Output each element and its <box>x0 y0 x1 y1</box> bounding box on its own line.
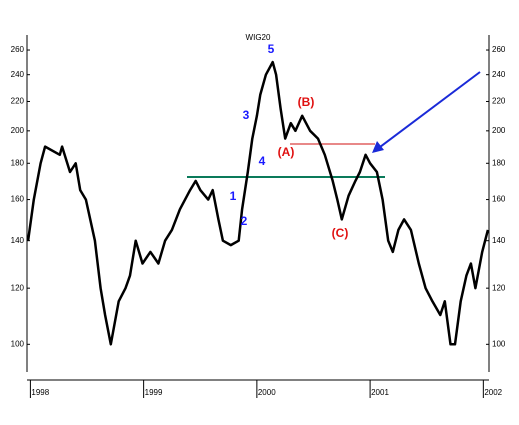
y-tick-label-right: 180 <box>492 158 506 167</box>
y-tick-label-right: 240 <box>492 70 506 79</box>
y-tick-label-right: 140 <box>492 236 506 245</box>
x-tick-label: 2001 <box>371 388 389 397</box>
y-tick-label-right: 220 <box>492 97 506 106</box>
y-tick-label-right: 160 <box>492 195 506 204</box>
x-tick-label: 1998 <box>31 388 49 397</box>
y-tick-label: 180 <box>11 158 25 167</box>
y-tick-label: 260 <box>11 45 25 54</box>
y-tick-label: 200 <box>11 126 25 135</box>
chart-title: WIG20 <box>246 33 271 42</box>
wave-label: (B) <box>298 95 315 109</box>
y-tick-label-right: 200 <box>492 126 506 135</box>
y-tick-label: 240 <box>11 70 25 79</box>
y-tick-label: 100 <box>11 339 25 348</box>
x-tick-label: 2000 <box>258 388 276 397</box>
wave-label: 5 <box>268 42 275 56</box>
wave-label: (A) <box>278 145 295 159</box>
arrow-head <box>372 141 384 153</box>
y-tick-label-right: 120 <box>492 283 506 292</box>
y-tick-label-right: 100 <box>492 339 506 348</box>
arrow <box>375 71 481 151</box>
price-line <box>26 60 490 346</box>
y-tick-label: 160 <box>11 195 25 204</box>
wave-label: 2 <box>241 214 248 228</box>
x-tick-label: 2002 <box>484 388 502 397</box>
wave-label: 1 <box>230 189 237 203</box>
y-tick-label: 220 <box>11 97 25 106</box>
y-tick-label: 140 <box>11 236 25 245</box>
y-tick-label-right: 260 <box>492 45 506 54</box>
x-tick-label: 1999 <box>145 388 163 397</box>
wave-label: (C) <box>332 226 349 240</box>
y-tick-label: 120 <box>11 283 25 292</box>
wave-label: 3 <box>243 108 250 122</box>
wave-label: 4 <box>259 154 266 168</box>
